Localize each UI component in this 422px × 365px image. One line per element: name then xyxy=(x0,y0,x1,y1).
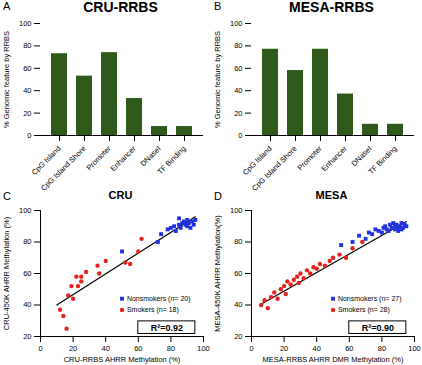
svg-text:0: 0 xyxy=(38,344,42,353)
svg-text:R²=0.90: R²=0.90 xyxy=(362,323,394,333)
svg-text:40: 40 xyxy=(23,300,31,309)
svg-text:CRU-RRBS AHRR Methylation (%): CRU-RRBS AHRR Methylation (%) xyxy=(64,355,181,364)
svg-text:Promoter: Promoter xyxy=(295,144,324,173)
html-text:A: A xyxy=(3,0,11,12)
svg-text:CpG Island Shore: CpG Island Shore xyxy=(39,144,88,190)
svg-text:% Genomic feature by RRBS: % Genomic feature by RRBS xyxy=(213,31,222,128)
svg-text:60: 60 xyxy=(234,64,242,73)
svg-text:0: 0 xyxy=(249,344,253,353)
html-text:CRU-RRBS: CRU-RRBS xyxy=(83,0,158,15)
svg-text:100: 100 xyxy=(230,19,243,28)
html-text:MESA-RRBS: MESA-RRBS xyxy=(289,0,374,15)
svg-text:80: 80 xyxy=(23,237,31,246)
svg-text:40: 40 xyxy=(234,300,242,309)
svg-text:Smokers (n= 18): Smokers (n= 18) xyxy=(127,306,179,314)
svg-text:80: 80 xyxy=(234,41,242,50)
svg-text:40: 40 xyxy=(102,344,110,353)
svg-text:DNaseI: DNaseI xyxy=(350,144,374,168)
svg-text:100: 100 xyxy=(230,206,243,215)
svg-text:20: 20 xyxy=(234,332,242,341)
svg-text:TF Binding: TF Binding xyxy=(156,144,188,176)
svg-text:Nonsmokers (n= 27): Nonsmokers (n= 27) xyxy=(338,295,402,303)
svg-text:0: 0 xyxy=(238,131,242,140)
html-text:CRU: CRU xyxy=(108,189,133,201)
svg-text:% Genomic feature by RRBS: % Genomic feature by RRBS xyxy=(2,31,11,128)
svg-text:20: 20 xyxy=(234,109,242,118)
svg-text:Smokers (n= 28): Smokers (n= 28) xyxy=(338,306,390,314)
svg-text:80: 80 xyxy=(378,344,386,353)
svg-text:100: 100 xyxy=(19,206,32,215)
svg-text:80: 80 xyxy=(234,237,242,246)
svg-text:40: 40 xyxy=(313,344,321,353)
svg-text:MESA-RRBS AHRR DMR Methylation: MESA-RRBS AHRR DMR Methylation (%) xyxy=(263,355,404,364)
svg-text:60: 60 xyxy=(23,269,31,278)
svg-text:R²=0.92: R²=0.92 xyxy=(151,323,183,333)
svg-text:60: 60 xyxy=(345,344,353,353)
svg-text:40: 40 xyxy=(23,86,31,95)
svg-text:CpG Island Shore: CpG Island Shore xyxy=(250,144,299,190)
svg-text:40: 40 xyxy=(234,86,242,95)
svg-text:CRU-450K AHRR Methylation (%): CRU-450K AHRR Methylation (%) xyxy=(2,216,11,330)
svg-text:60: 60 xyxy=(134,344,142,353)
svg-text:100: 100 xyxy=(408,344,421,353)
svg-text:MESA-450K AHRR Methylation(%): MESA-450K AHRR Methylation(%) xyxy=(213,215,222,332)
svg-text:20: 20 xyxy=(69,344,77,353)
svg-text:60: 60 xyxy=(23,64,31,73)
html-text:C: C xyxy=(3,190,11,202)
svg-text:80: 80 xyxy=(23,41,31,50)
svg-text:Promoter: Promoter xyxy=(84,144,113,173)
svg-text:DNaseI: DNaseI xyxy=(139,144,163,168)
svg-text:100: 100 xyxy=(19,19,32,28)
svg-text:Nonsmokers (n= 20): Nonsmokers (n= 20) xyxy=(127,295,191,303)
svg-text:Enhancer: Enhancer xyxy=(320,144,349,173)
svg-text:Enhancer: Enhancer xyxy=(109,144,138,173)
html-text:B: B xyxy=(214,0,222,12)
svg-text:20: 20 xyxy=(280,344,288,353)
svg-text:20: 20 xyxy=(23,109,31,118)
svg-text:100: 100 xyxy=(197,344,210,353)
svg-text:0: 0 xyxy=(27,131,31,140)
svg-text:80: 80 xyxy=(167,344,175,353)
svg-text:60: 60 xyxy=(234,269,242,278)
svg-text:TF Binding: TF Binding xyxy=(367,144,399,176)
html-text:D: D xyxy=(214,190,222,202)
html-text:MESA: MESA xyxy=(315,189,348,201)
svg-text:20: 20 xyxy=(23,332,31,341)
